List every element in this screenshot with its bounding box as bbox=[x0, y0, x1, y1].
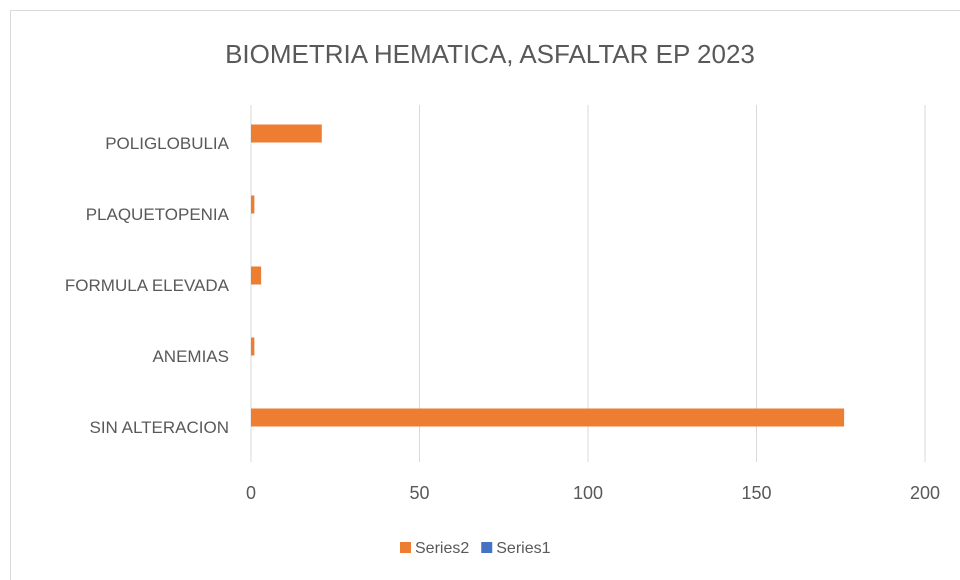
y-tick-label: POLIGLOBULIA bbox=[105, 134, 229, 153]
legend-label: Series2 bbox=[415, 540, 469, 557]
x-tick-label: 0 bbox=[246, 483, 256, 503]
x-tick-label: 100 bbox=[573, 483, 603, 503]
chart-border bbox=[10, 10, 960, 580]
y-tick-label: SIN ALTERACION bbox=[90, 418, 230, 437]
legend-swatch bbox=[400, 542, 411, 553]
legend-label: Series1 bbox=[496, 540, 550, 557]
bar bbox=[251, 124, 322, 143]
y-tick-label: FORMULA ELEVADA bbox=[65, 276, 230, 295]
legend-swatch bbox=[481, 542, 493, 553]
y-tick-label: ANEMIAS bbox=[152, 347, 229, 366]
x-tick-label: 150 bbox=[741, 483, 771, 503]
bar bbox=[251, 408, 845, 427]
chart-title: BIOMETRIA HEMATICA, ASFALTAR EP 2023 bbox=[225, 39, 755, 69]
x-tick-label: 200 bbox=[910, 483, 940, 503]
bar bbox=[251, 266, 262, 285]
x-tick-label: 50 bbox=[409, 483, 429, 503]
bar bbox=[251, 337, 255, 356]
bar bbox=[251, 195, 255, 214]
y-tick-label: PLAQUETOPENIA bbox=[86, 205, 230, 224]
